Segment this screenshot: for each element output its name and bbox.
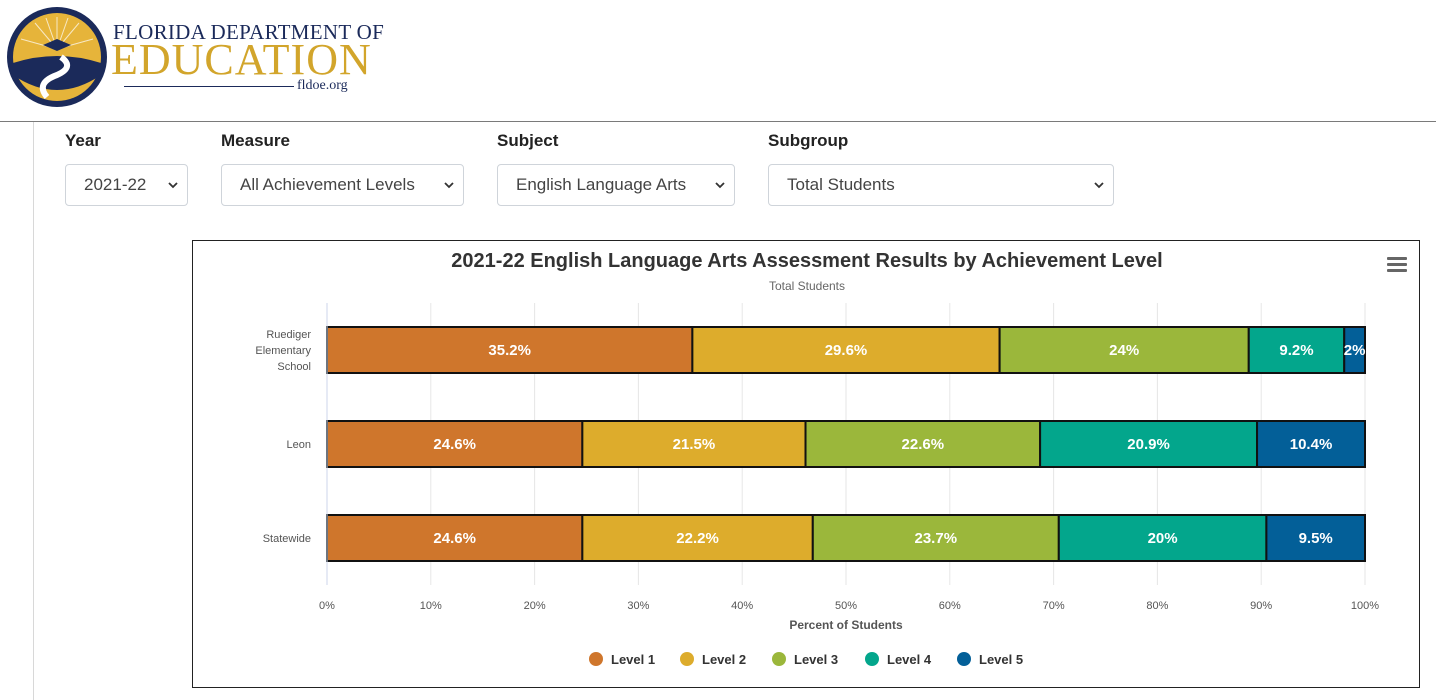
data-label: 24.6% xyxy=(433,530,476,547)
org-url: fldoe.org xyxy=(297,78,348,93)
year-select[interactable]: 2021-22 xyxy=(65,164,188,206)
bar-segment[interactable] xyxy=(1256,420,1366,468)
chart-subtitle: Total Students xyxy=(769,279,845,293)
data-label: 35.2% xyxy=(488,342,531,359)
data-label: 9.5% xyxy=(1299,530,1333,547)
x-tick-label: 70% xyxy=(1043,600,1065,612)
year-label: Year xyxy=(65,131,101,150)
bar-segment[interactable] xyxy=(998,326,1250,374)
x-tick-label: 60% xyxy=(939,600,961,612)
data-label: 22.2% xyxy=(676,530,719,547)
y-category-label: Leon xyxy=(287,439,311,451)
org-name-line1: Florida Department of xyxy=(113,20,385,44)
x-tick-label: 90% xyxy=(1250,600,1272,612)
legend-marker[interactable] xyxy=(680,652,694,666)
measure-label: Measure xyxy=(221,131,290,150)
data-label: 23.7% xyxy=(915,530,958,547)
bar-segment[interactable] xyxy=(326,326,694,374)
data-label: 2% xyxy=(1344,342,1366,359)
legend-item-label[interactable]: Level 3 xyxy=(794,652,838,667)
x-tick-label: 30% xyxy=(627,600,649,612)
stacked-bar-chart: 2021-22 English Language Arts Assessment… xyxy=(255,250,1379,667)
bar-segment[interactable] xyxy=(1057,514,1268,562)
data-label: 21.5% xyxy=(673,436,716,453)
x-tick-label: 20% xyxy=(524,600,546,612)
left-divider xyxy=(33,122,34,700)
data-label: 22.6% xyxy=(902,436,945,453)
bar-segment[interactable] xyxy=(804,420,1042,468)
data-label: 29.6% xyxy=(825,342,868,359)
y-category-label: Statewide xyxy=(263,533,311,545)
bar-segment[interactable] xyxy=(1265,514,1367,562)
legend-item-label[interactable]: Level 5 xyxy=(979,652,1023,667)
year-filter: Year 2021-22 xyxy=(65,130,188,206)
bar-segment[interactable] xyxy=(581,514,814,562)
measure-select[interactable]: All Achievement Levels xyxy=(221,164,464,206)
subgroup-label: Subgroup xyxy=(768,131,849,150)
subject-filter: Subject English Language Arts xyxy=(497,130,735,206)
subgroup-filter: Subgroup Total Students xyxy=(768,130,1114,206)
legend-marker[interactable] xyxy=(865,652,879,666)
bar-segment[interactable] xyxy=(1247,326,1346,374)
x-tick-label: 100% xyxy=(1351,600,1379,612)
fldoe-seal-logo[interactable] xyxy=(5,5,109,109)
bar-segment[interactable] xyxy=(1039,420,1259,468)
legend-item-label[interactable]: Level 2 xyxy=(702,652,746,667)
data-label: 20% xyxy=(1148,530,1178,547)
x-tick-label: 80% xyxy=(1146,600,1168,612)
legend-marker[interactable] xyxy=(957,652,971,666)
data-label: 9.2% xyxy=(1279,342,1313,359)
legend-marker[interactable] xyxy=(772,652,786,666)
bar-segment[interactable] xyxy=(581,420,807,468)
measure-filter: Measure All Achievement Levels xyxy=(221,130,464,206)
bar-segment[interactable] xyxy=(1343,326,1366,374)
chevron-down-icon xyxy=(444,182,454,189)
subject-select[interactable]: English Language Arts xyxy=(497,164,735,206)
chevron-down-icon xyxy=(715,182,725,189)
data-label: 24% xyxy=(1109,342,1139,359)
legend-item-label[interactable]: Level 4 xyxy=(887,652,932,667)
chart-menu-icon[interactable] xyxy=(1387,257,1407,273)
data-label: 10.4% xyxy=(1290,436,1333,453)
chevron-down-icon xyxy=(168,182,178,189)
chart-container: 2021-22 English Language Arts Assessment… xyxy=(192,240,1420,688)
measure-value: All Achievement Levels xyxy=(240,175,415,194)
chevron-down-icon xyxy=(1094,182,1104,189)
x-tick-label: 0% xyxy=(319,600,335,612)
site-header: Florida Department of EDUCATION fldoe.or… xyxy=(0,0,1436,122)
x-tick-label: 10% xyxy=(420,600,442,612)
bar-segment[interactable] xyxy=(811,514,1060,562)
subject-value: English Language Arts xyxy=(516,175,687,194)
x-axis-title: Percent of Students xyxy=(789,618,903,632)
header-divider xyxy=(0,121,1436,122)
data-label: 20.9% xyxy=(1127,436,1170,453)
x-tick-label: 50% xyxy=(835,600,857,612)
legend-marker[interactable] xyxy=(589,652,603,666)
subgroup-value: Total Students xyxy=(787,175,895,194)
bar-segment[interactable] xyxy=(691,326,1001,374)
subgroup-select[interactable]: Total Students xyxy=(768,164,1114,206)
legend-item-label[interactable]: Level 1 xyxy=(611,652,655,667)
org-name-line2: EDUCATION xyxy=(111,35,372,84)
year-value: 2021-22 xyxy=(84,175,147,194)
x-tick-label: 40% xyxy=(731,600,753,612)
chart-title: 2021-22 English Language Arts Assessment… xyxy=(451,250,1162,272)
y-category-label: Ruediger Elementary School xyxy=(255,329,311,373)
logo-divider xyxy=(124,86,294,87)
subject-label: Subject xyxy=(497,131,559,150)
data-label: 24.6% xyxy=(433,436,476,453)
